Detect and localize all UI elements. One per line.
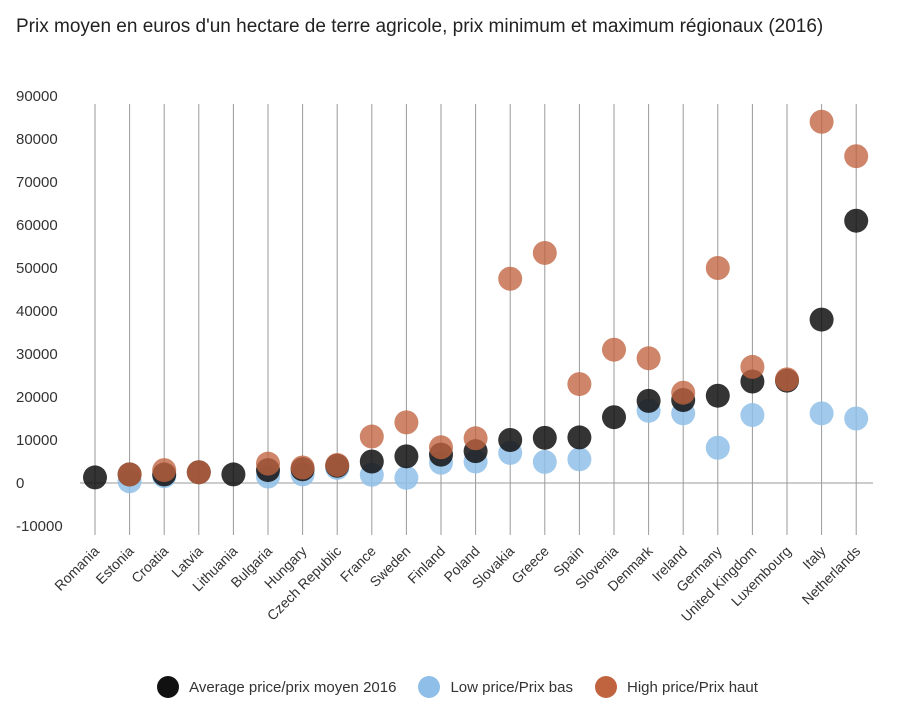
point-average (83, 465, 107, 490)
point-high (117, 462, 142, 487)
y-tick-label: 10000 (16, 432, 58, 449)
point-high (809, 109, 834, 134)
legend-swatch-low (418, 676, 441, 698)
point-high (740, 354, 765, 379)
point-high (359, 424, 384, 449)
point-average (567, 425, 592, 450)
legend-item-average: Average price/prix moyen 2016 (157, 676, 396, 698)
y-axis-tick-labels: 90000 80000 70000 60000 50000 40000 30000 20000… (16, 88, 63, 535)
point-high (775, 367, 799, 392)
point-high (498, 266, 523, 291)
x-tick-label: Greece (508, 543, 552, 587)
point-average (394, 444, 419, 469)
point-high (567, 372, 592, 397)
point-low (394, 465, 419, 490)
point-high (705, 256, 730, 280)
point-high (844, 144, 869, 169)
point-high (186, 460, 211, 485)
legend-swatch-average (157, 676, 180, 698)
point-average (636, 388, 661, 413)
y-tick-label: 40000 (16, 303, 58, 320)
point-average (602, 405, 626, 430)
point-low (567, 447, 592, 472)
point-high (636, 346, 661, 371)
x-tick-label: Estonia (92, 543, 136, 587)
point-average (221, 462, 246, 487)
point-high (463, 426, 488, 451)
y-tick-label: -10000 (16, 518, 63, 535)
point-high (152, 458, 177, 483)
legend-item-high: High price/Prix haut (595, 676, 758, 698)
y-tick-label: 90000 (16, 88, 58, 105)
y-tick-label: 50000 (16, 260, 58, 277)
legend-swatch-high (595, 676, 617, 698)
data-points (83, 109, 869, 494)
point-high (325, 452, 350, 477)
legend-label-high: High price/Prix haut (627, 678, 758, 696)
point-low (740, 403, 765, 428)
legend-item-low: Low price/Prix bas (418, 676, 573, 698)
point-average (359, 449, 384, 474)
point-average (844, 208, 869, 233)
x-tick-label: Italy (799, 543, 828, 572)
point-low (809, 401, 834, 426)
y-tick-label: 60000 (16, 217, 58, 234)
y-tick-label: 30000 (16, 346, 58, 363)
x-tick-label: Finland (404, 543, 448, 587)
point-average (705, 383, 730, 408)
legend: Average price/prix moyen 2016 Low price/… (0, 676, 915, 698)
point-average (809, 307, 834, 332)
point-low (532, 449, 557, 474)
x-tick-label: Croatia (128, 543, 171, 586)
y-tick-label: 70000 (16, 174, 58, 191)
point-high (290, 455, 315, 480)
point-high (256, 451, 280, 476)
legend-label-average: Average price/prix moyen 2016 (189, 678, 397, 696)
chart-title: Prix moyen en euros d'un hectare de terr… (16, 16, 824, 37)
point-low (705, 435, 730, 460)
point-average (498, 428, 523, 452)
point-low (844, 406, 869, 431)
point-high (671, 380, 696, 405)
legend-label-low: Low price/Prix bas (450, 678, 573, 696)
y-tick-label: 0 (16, 475, 24, 492)
point-high (429, 435, 453, 460)
point-high (602, 337, 626, 362)
point-average (532, 425, 557, 450)
x-axis-tick-labels: RomaniaEstoniaCroatiaLatviaLithuaniaBulg… (51, 542, 863, 624)
x-tick-label: Romania (51, 543, 102, 594)
point-high (394, 410, 419, 435)
y-tick-label: 80000 (16, 131, 58, 148)
point-high (532, 240, 557, 265)
y-tick-label: 20000 (16, 389, 58, 406)
